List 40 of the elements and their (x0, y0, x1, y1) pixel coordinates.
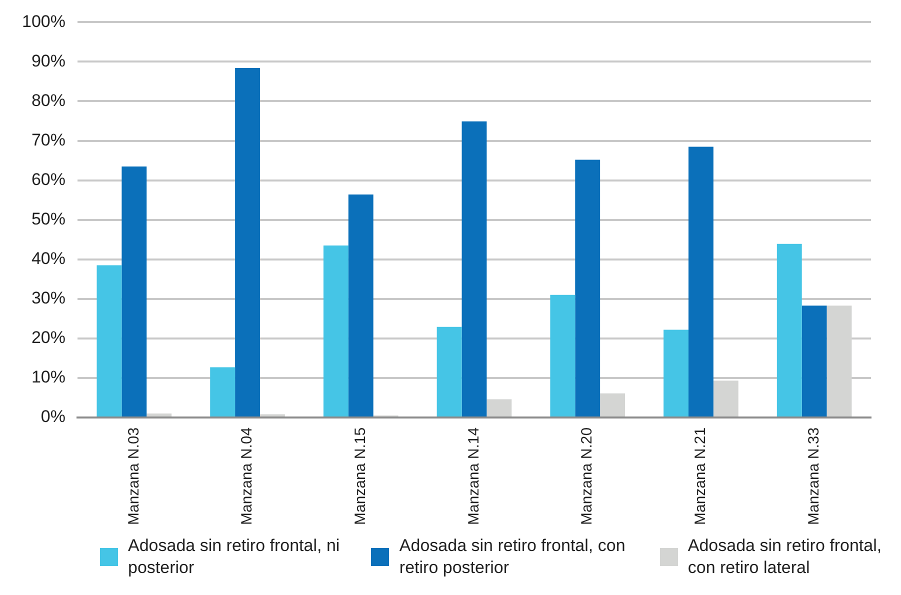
y-tick-label: 100% (22, 12, 66, 31)
bar (210, 367, 236, 416)
bar (802, 306, 827, 416)
y-tick-label: 10% (31, 368, 66, 387)
bar (776, 244, 802, 416)
x-tick-label: Manzana N.14 (465, 427, 482, 526)
bar (575, 160, 600, 416)
bar (436, 326, 462, 416)
y-tick-label: 90% (31, 51, 66, 70)
bar (235, 68, 260, 416)
y-tick-label: 40% (31, 249, 66, 268)
bar (122, 166, 147, 416)
x-tick-label: Manzana N.21 (692, 427, 710, 526)
legend-label: Adosada sin retiro frontal, con retiro lateral (688, 535, 883, 579)
y-tick-label: 80% (31, 90, 66, 110)
x-tick-label: Manzana N.04 (238, 427, 256, 526)
bar (826, 306, 852, 416)
y-tick-label: 60% (31, 170, 66, 189)
y-tick-label: 20% (31, 328, 66, 348)
bar (462, 121, 487, 416)
bar (486, 399, 512, 416)
x-tick-label: Manzana N.03 (125, 427, 142, 526)
bar (323, 246, 348, 416)
y-tick-label: 70% (31, 130, 66, 150)
bar (96, 265, 122, 416)
bar (348, 194, 374, 416)
x-tick-label: Manzana N.33 (805, 427, 822, 526)
y-tick-label: 0% (40, 407, 66, 426)
x-tick-label: Manzana N.15 (352, 427, 370, 526)
bar (664, 330, 688, 416)
bar (146, 413, 172, 416)
bar (688, 146, 714, 416)
bar (600, 393, 626, 416)
x-tick-label: Manzana N.20 (578, 427, 596, 526)
y-tick-label: 50% (31, 210, 66, 229)
legend-label: Adosada sin retiro frontal, ni posterior (128, 535, 341, 579)
legend-label: Adosada sin retiro frontal, con retiro posterior (399, 535, 626, 579)
bar (713, 380, 738, 416)
y-tick-label: 30% (31, 288, 66, 308)
bar (550, 294, 576, 416)
